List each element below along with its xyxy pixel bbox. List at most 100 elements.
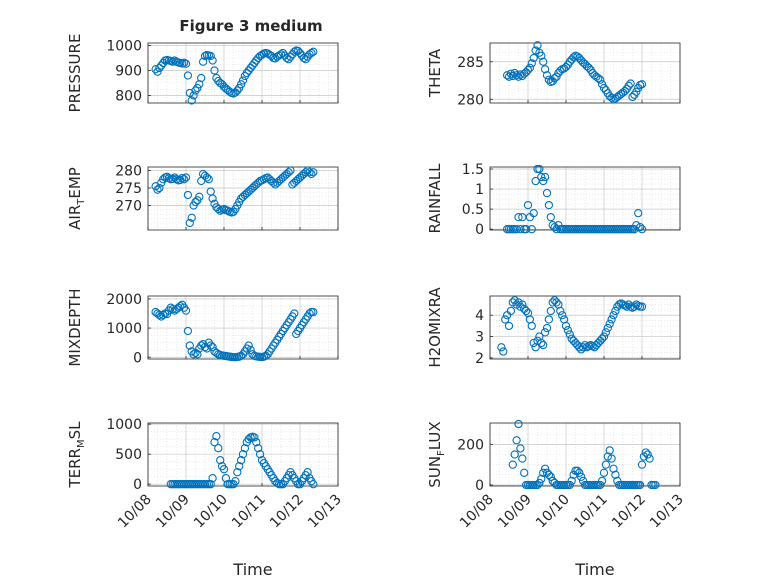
data-point [309,307,318,317]
subplot-h2omixra: 2 3 4 H2OMIXRA [426,287,681,368]
data-point [309,47,318,56]
y-axis-label-part: AIR [66,205,84,230]
y-axis-label-subscript: M [76,439,87,448]
data-point [611,470,620,479]
data-point [155,183,164,193]
data-point [506,306,516,316]
data-point [185,218,194,228]
data-point [575,468,584,477]
y-axis-label-part: LUX [426,421,444,450]
data-point [290,309,299,318]
data-point [537,172,546,182]
data-point [546,213,555,222]
data-point [544,200,554,210]
data-point [198,57,208,66]
data-point [645,454,654,463]
data-point [544,470,554,479]
data-point [238,76,248,85]
data-point [620,301,630,310]
x-tick-label: 10/13 [305,492,345,532]
y-axis-label: AIRTEMP [66,167,87,230]
data-point [567,476,576,486]
subplot-rainfall: 0 0.5 1 1.5 RAINFALL [426,162,681,238]
data-point [153,185,162,194]
data-point [539,340,548,350]
data-point [208,56,217,65]
x-tick-label: 10/08 [457,492,497,532]
data-point [542,71,552,80]
data-point [527,321,536,331]
y-tick-label: 3 [475,330,484,346]
data-point [535,478,544,488]
axes-box [489,295,681,360]
data-point [512,436,521,445]
data-point [601,328,611,337]
y-tick-label: 0 [475,478,484,494]
data-point [548,298,557,307]
y-axis-label: THETA [426,48,444,98]
data-point [535,164,544,174]
data-point [539,57,548,66]
data-point [607,315,616,324]
data-point [168,304,177,314]
data-point [527,225,536,234]
data-point [501,315,510,324]
y-tick-label: 1000 [106,321,142,337]
data-point [246,345,255,355]
data-point [193,350,202,359]
y-tick-label: 0 [475,222,484,238]
data-point [181,173,191,182]
data-point [544,75,554,84]
data-point [525,63,535,72]
data-point [178,174,187,183]
y-axis-label-subscript: F [436,450,447,456]
data-point [497,343,506,352]
y-tick-label: 1000 [106,39,142,55]
data-point [202,173,212,182]
data-point [305,168,314,177]
axes-box [489,42,681,104]
data-point [197,73,206,83]
data-point [552,298,561,307]
data-point [637,225,647,234]
data-point [303,468,312,477]
data-point [603,323,612,333]
data-point [537,474,546,484]
data-point [506,69,516,78]
data-point [540,65,550,74]
data-point [508,460,517,469]
data-point [236,456,246,465]
data-point [577,472,586,482]
data-point [187,213,196,222]
y-axis-label: PRESSURE [66,34,84,113]
data-point [208,194,217,203]
data-point [208,474,217,483]
data-point [605,446,614,455]
data-point [183,190,193,200]
data-point [299,53,308,63]
data-point [233,86,242,95]
data-point [223,206,232,215]
y-tick-label: 1000 [106,417,142,433]
data-point [516,225,525,234]
data-point [637,80,647,89]
data-point [307,48,316,58]
subplot-pressure: 800 900 1000 PRESSURE [66,34,339,113]
data-point [542,323,552,333]
data-point [542,188,552,198]
y-tick-label: 2000 [106,292,142,308]
data-point [634,208,643,218]
data-point [518,300,527,309]
data-point [537,51,546,60]
data-point [540,328,550,337]
data-point [504,321,514,331]
data-point [244,341,253,350]
data-point [510,450,519,459]
data-point [151,65,160,74]
data-point [502,71,512,80]
y-tick-label: 0 [133,477,142,493]
data-point [159,310,168,320]
